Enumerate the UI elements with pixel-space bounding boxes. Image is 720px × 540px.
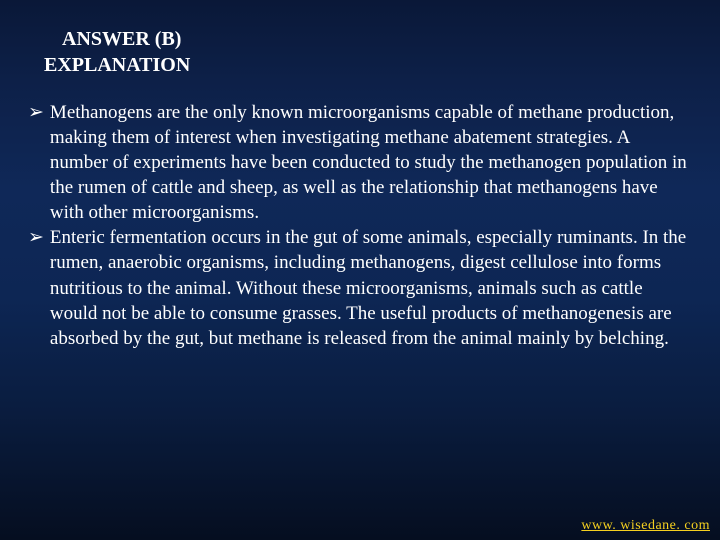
bullet-text: Enteric fermentation occurs in the gut o… [50,225,692,350]
footer-link[interactable]: www. wisedane. com [581,518,710,534]
header-line-2: EXPLANATION [44,52,720,78]
bullet-text: Methanogens are the only known microorga… [50,100,692,225]
header-line-1: ANSWER (B) [62,26,720,52]
slide-header: ANSWER (B) EXPLANATION [0,0,720,78]
slide-content: ➢ Methanogens are the only known microor… [0,78,720,351]
bullet-item: ➢ Methanogens are the only known microor… [28,100,692,225]
bullet-marker-icon: ➢ [28,100,44,125]
bullet-item: ➢ Enteric fermentation occurs in the gut… [28,225,692,350]
bullet-marker-icon: ➢ [28,225,44,250]
